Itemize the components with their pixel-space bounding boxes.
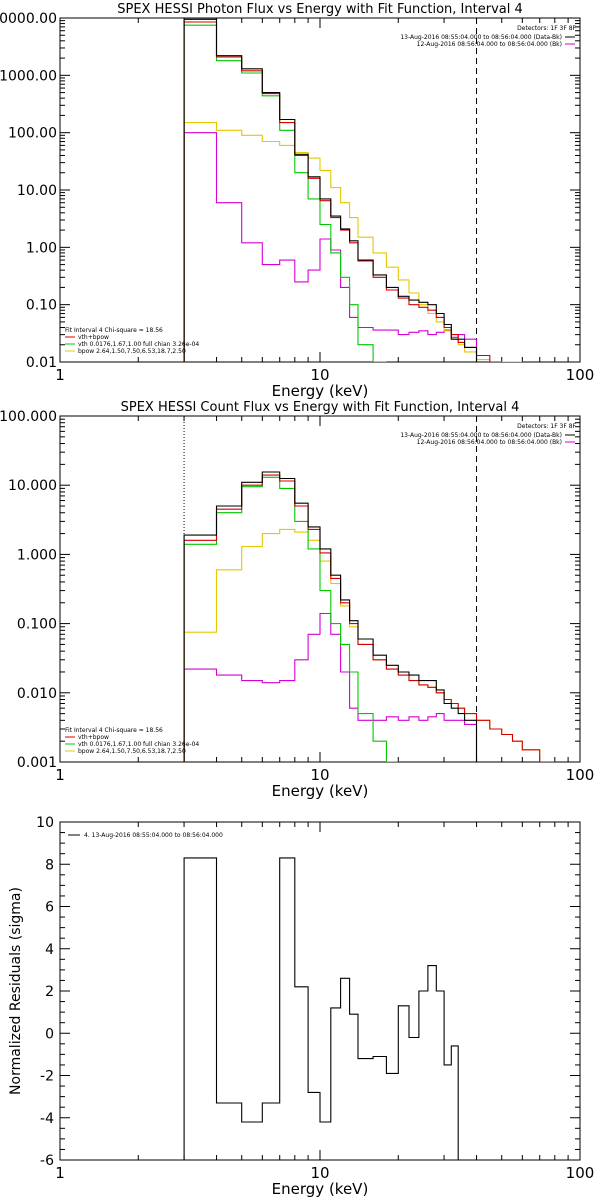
x-axis-label: Energy (keV) (272, 382, 369, 400)
legend-right-entry: 13-Aug-2016 08:55:04.000 to 08:56:04.000… (400, 34, 562, 41)
series-line-data (183, 18, 478, 362)
y-tick-label: -2 (40, 1069, 54, 1085)
x-tick-label: 100 (566, 366, 595, 384)
x-tick-label: 1 (55, 1164, 65, 1182)
y-tick-label: 0.01 (26, 355, 57, 371)
y-tick-label: 4 (45, 942, 54, 958)
y-tick-label: 6 (45, 900, 54, 916)
x-tick-label: 10 (310, 766, 329, 784)
x-tick-label: 10 (310, 1164, 329, 1182)
chart-title: SPEX HESSI Count Flux vs Energy with Fit… (121, 400, 520, 415)
y-tick-label: 10.000 (8, 478, 57, 494)
series-line-vth (183, 24, 387, 362)
legend-right-entry: 12-Aug-2016 08:56:04.000 to 08:56:04.000… (417, 439, 562, 446)
y-tick-label: 10 (36, 815, 54, 831)
y-tick-label: 0.010 (17, 686, 57, 702)
y-tick-label: 2 (45, 984, 54, 1000)
y-tick-label: 1.00 (26, 240, 57, 256)
series-group (183, 18, 523, 362)
x-axis-label: Energy (keV) (272, 1180, 369, 1198)
photon-flux-panel: 1 10 100 Energy (keV) 0000.00 1000.00 100.00 10… (0, 2, 594, 400)
legend-left-entry: vth 0.0176,1.67,1.00 full chian 3.26e-04 (78, 741, 199, 748)
legend-right-entry: 12-Aug-2016 08:56:04.000 to 08:56:04.000… (417, 41, 562, 48)
legend-left-entry: bpow 2.64,1.50,7.50,6.53,18.7,2.50 (78, 748, 186, 755)
y-tick-label: 1000.00 (0, 68, 57, 84)
y-tick-label: 0.100 (17, 617, 57, 633)
detectors-label: Detectors: 1F 3F 8F (517, 25, 576, 32)
legend-left-entry: vth 0.0176,1.67,1.00 full chian 3.26e-04 (78, 341, 199, 348)
y-axis-label: Normalized Residuals (sigma) (8, 887, 24, 1095)
chart-title: SPEX HESSI Photon Flux vs Energy with Fi… (117, 2, 523, 17)
legend-left-entry: vth+bpow (78, 734, 109, 741)
legend-left-entry: Fit Interval 4 Chi-square = 18.56 (65, 727, 163, 734)
y-tick-label: 8 (45, 857, 54, 873)
x-axis-label: Energy (keV) (272, 782, 369, 800)
series-line-bpow (183, 528, 555, 762)
series-line-bpow (183, 122, 523, 362)
y-tick-label: -4 (40, 1111, 54, 1127)
y-tick-label: 0.001 (17, 755, 57, 771)
y-tick-label: 10.00 (17, 183, 57, 199)
series-line-total_fit (183, 474, 555, 762)
y-tick-label: 100.000 (0, 409, 57, 425)
legend-left-entry: Fit Interval 4 Chi-square = 18.56 (65, 327, 163, 334)
x-tick-label: 100 (566, 766, 595, 784)
x-tick-label: 1 (55, 766, 65, 784)
series-line-total_fit (183, 21, 502, 362)
legend-left-entry: bpow 2.64,1.50,7.50,6.53,18.7,2.50 (78, 348, 186, 355)
y-tick-label: 0 (45, 1026, 54, 1042)
series-line-data (183, 471, 478, 762)
y-tick-label: 0.10 (26, 298, 57, 314)
y-tick-label: 1.000 (17, 547, 57, 563)
x-tick-label: 100 (566, 1164, 595, 1182)
series-group (183, 857, 459, 1160)
legend-entry: 4. 13-Aug-2016 08:55:04.000 to 08:56:04.… (84, 832, 223, 839)
y-tick-label: 100.00 (8, 126, 57, 142)
x-tick-label: 1 (55, 366, 65, 384)
detectors-label: Detectors: 1F 3F 8F (517, 423, 576, 430)
legend-right-entry: 13-Aug-2016 08:55:04.000 to 08:56:04.000… (400, 432, 562, 439)
y-tick-label: -6 (40, 1153, 54, 1169)
count-flux-panel: 1 10 100 Energy (keV) 100.000 10.000 1.000 0.10… (0, 400, 594, 800)
legend-left-entry: vth+bpow (78, 334, 109, 341)
series-line-data (183, 857, 459, 1160)
y-tick-label: 0000.00 (0, 11, 57, 27)
series-group (183, 471, 555, 762)
x-tick-label: 10 (310, 366, 329, 384)
